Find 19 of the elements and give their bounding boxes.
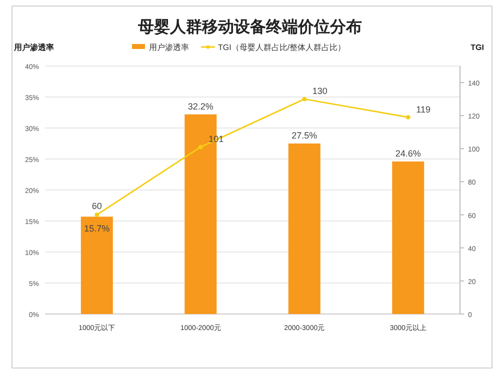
legend-label: TGI（母婴人群占比/整体人群占比） <box>218 43 346 52</box>
point <box>198 144 203 150</box>
chart-title: 母婴人群移动设备终端价位分布 <box>137 18 362 36</box>
data-label: 32.2% <box>188 101 214 112</box>
point <box>94 212 100 217</box>
y2-axis-title: TGI <box>470 43 484 52</box>
legend-label: 用户渗透率 <box>149 43 189 52</box>
data-label: 24.6% <box>395 148 421 158</box>
point <box>406 115 410 120</box>
bar <box>80 216 113 314</box>
bar <box>288 144 320 314</box>
data-label: 60 <box>92 200 102 211</box>
y-axis-title: 用户渗透率 <box>13 42 54 52</box>
data-label: 130 <box>312 86 328 96</box>
data-label: 119 <box>416 104 430 114</box>
point <box>302 96 307 102</box>
data-label: 15.7% <box>84 224 110 234</box>
data-label: 27.5% <box>292 130 318 140</box>
bar <box>392 161 424 314</box>
